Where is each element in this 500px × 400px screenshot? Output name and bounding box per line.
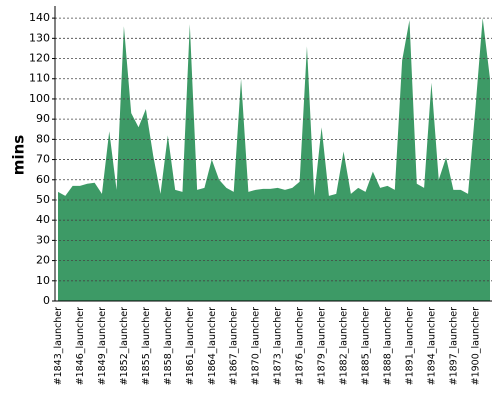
x-tick-label: #1873_launcher — [273, 307, 284, 385]
y-tick-label: 130 — [29, 31, 50, 44]
y-axis-label: mins — [10, 135, 28, 175]
x-tick-label: #1882_launcher — [339, 307, 350, 385]
x-tick-label: #1900_launcher — [470, 307, 481, 385]
x-tick-label: #1849_launcher — [97, 307, 108, 385]
y-tick-label: 30 — [36, 233, 50, 246]
y-tick-label: 50 — [36, 193, 50, 206]
x-tick-label: #1888_launcher — [382, 307, 393, 385]
y-tick-label: 140 — [29, 11, 50, 24]
x-tick-label: #1852_launcher — [119, 307, 130, 385]
y-tick-label: 120 — [29, 52, 50, 65]
x-tick-label: #1870_launcher — [251, 307, 262, 385]
x-tick-label: #1867_launcher — [229, 307, 240, 385]
x-tick-label: #1876_launcher — [295, 307, 306, 385]
x-tick-label: #1846_launcher — [75, 307, 86, 385]
x-tick-label: #1855_launcher — [141, 307, 152, 385]
y-tick-label: 60 — [36, 173, 50, 186]
y-tick-label: 90 — [36, 112, 50, 125]
y-tick-label: 20 — [36, 254, 50, 267]
x-tick-label: #1864_launcher — [207, 307, 218, 385]
y-tick-label: 70 — [36, 153, 50, 166]
y-tick-label: 80 — [36, 132, 50, 145]
y-tick-label: 0 — [43, 294, 50, 307]
area — [58, 18, 490, 301]
y-tick-label: 100 — [29, 92, 50, 105]
x-tick-label: #1891_launcher — [404, 307, 415, 385]
x-tick-label: #1885_launcher — [361, 307, 372, 385]
x-tick-label: #1879_launcher — [317, 307, 328, 385]
x-tick-label: #1858_launcher — [163, 307, 174, 385]
x-tick-label: #1894_launcher — [426, 307, 437, 385]
y-tick-label: 40 — [36, 213, 50, 226]
y-tick-label: 110 — [29, 72, 50, 85]
x-tick-label: #1897_launcher — [448, 307, 459, 385]
x-tick-label: #1861_launcher — [185, 307, 196, 385]
y-tick-label: 10 — [36, 274, 50, 287]
x-tick-label: #1843_launcher — [53, 307, 64, 385]
